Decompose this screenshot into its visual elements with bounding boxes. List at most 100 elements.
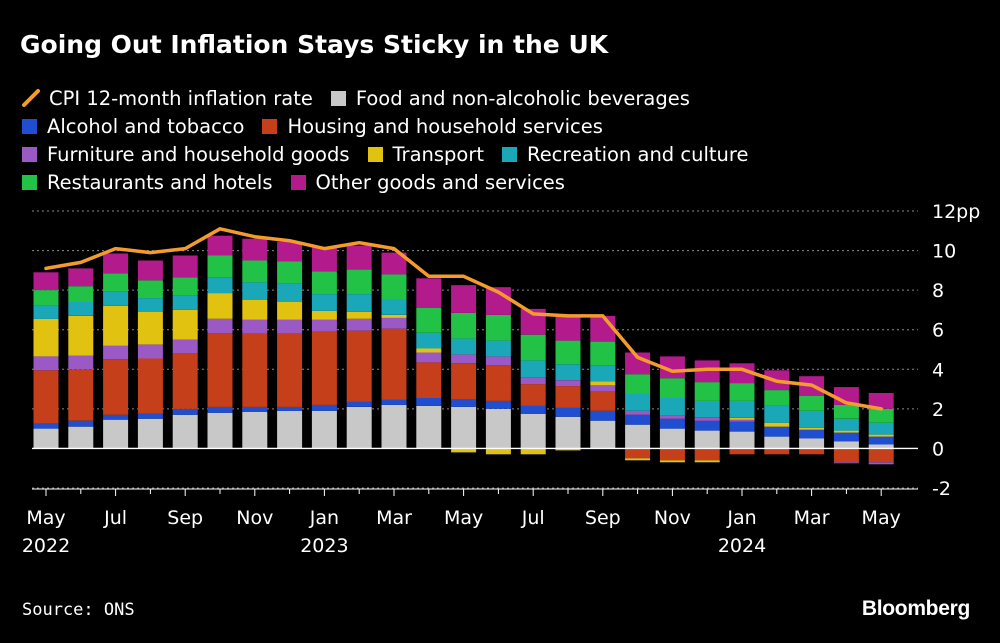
bar-segment	[590, 365, 616, 382]
bar-segment	[799, 427, 825, 430]
cpi-line	[44, 227, 883, 411]
bar-segment	[137, 344, 163, 359]
x-tick-label: May	[26, 507, 65, 529]
bar-segment	[172, 255, 198, 278]
bar-segment	[381, 299, 407, 315]
legend-item: Transport	[367, 143, 484, 166]
bar-segment	[451, 363, 477, 399]
legend-swatch-icon	[262, 118, 278, 134]
bar-segment	[242, 260, 268, 283]
bar-segment	[346, 330, 372, 402]
bar-segment	[764, 448, 790, 455]
bar-segment	[207, 318, 233, 334]
bar-segment	[659, 356, 685, 379]
y-tick-label: 8	[932, 280, 944, 302]
bar-segment	[381, 274, 407, 299]
bar-segment	[485, 314, 511, 341]
bar-segment	[520, 360, 546, 378]
bar-segment	[451, 338, 477, 355]
bar-segment	[137, 298, 163, 312]
bar-segment	[833, 404, 859, 419]
bar-segment	[277, 319, 303, 334]
bar-segment	[520, 413, 546, 449]
bar-segment	[555, 386, 581, 408]
bar-segment	[207, 333, 233, 407]
legend-item: Food and non-alcoholic beverages	[330, 87, 690, 110]
bar-segment	[590, 391, 616, 411]
bar-segment	[103, 414, 129, 420]
bar-segment	[277, 283, 303, 302]
legend-swatch-icon	[22, 118, 37, 134]
x-tick-label: Nov	[654, 507, 691, 529]
x-tick-label: Jul	[103, 507, 127, 529]
bar-segment	[68, 369, 94, 421]
bar-segment	[590, 315, 616, 342]
bar-segment	[625, 374, 651, 394]
bar-segment	[33, 428, 59, 449]
bar-segment	[451, 448, 477, 453]
bar-segment	[311, 294, 337, 311]
bar-segment	[799, 438, 825, 449]
legend-row: Restaurants and hotels Other goods and se…	[22, 168, 982, 196]
legend-row: Alcohol and tobacco Housing and household…	[22, 112, 982, 140]
bar-segment	[33, 272, 59, 291]
legend-swatch-icon	[22, 146, 37, 162]
bar-segment	[346, 245, 372, 270]
bar-segment	[694, 460, 720, 463]
bar-segment	[764, 426, 790, 437]
legend-item: CPI 12-month inflation rate	[22, 87, 313, 110]
legend-swatch-icon	[330, 90, 346, 106]
bar-segment	[694, 430, 720, 449]
bar-segment	[485, 448, 511, 455]
bar-segment	[416, 348, 442, 353]
bar-segment	[311, 247, 337, 272]
bar-segment	[103, 253, 129, 274]
bar-segment	[68, 420, 94, 427]
bar-segment	[172, 408, 198, 415]
bar-segment	[590, 341, 616, 366]
bar-segment	[485, 340, 511, 357]
bar-segment	[555, 364, 581, 381]
bar-segment	[555, 314, 581, 341]
bar-segment	[625, 448, 651, 459]
legend-item: Other goods and services	[290, 171, 565, 194]
bar-segment	[311, 410, 337, 449]
y-tick-label: 12pp	[932, 201, 980, 223]
bar-segment	[68, 426, 94, 449]
bar-segment	[833, 432, 859, 442]
bar-segment	[694, 360, 720, 383]
bar-segment	[103, 359, 129, 415]
bar-segment	[381, 314, 407, 318]
bar-segment	[729, 419, 755, 422]
legend-row: Furniture and household goods Transport Re…	[22, 140, 982, 168]
bar-segment	[764, 405, 790, 423]
bar-segment	[33, 290, 59, 306]
bar-segment	[625, 410, 651, 415]
legend-swatch-icon	[502, 146, 518, 162]
bar-segment	[555, 380, 581, 387]
bar-segment	[172, 353, 198, 409]
bar-segment	[416, 398, 442, 406]
bar-segment	[694, 382, 720, 401]
bar-segment	[346, 318, 372, 331]
bar-segment	[103, 306, 129, 346]
y-tick-label: -2	[932, 478, 951, 500]
bar-segment	[659, 378, 685, 398]
bar-segment	[729, 431, 755, 449]
bar-segment	[799, 396, 825, 411]
bar-segment	[868, 462, 894, 465]
legend-label: Furniture and household goods	[47, 142, 350, 166]
bar-segment	[416, 278, 442, 308]
bar-segment	[103, 273, 129, 292]
bar-segment	[833, 430, 859, 433]
bar-segment	[485, 408, 511, 449]
bar-segment	[416, 308, 442, 333]
bar-segment	[381, 400, 407, 405]
bar-segment	[590, 420, 616, 449]
bar-segment	[242, 406, 268, 412]
bar-segment	[242, 333, 268, 407]
bar-segment	[868, 422, 894, 435]
legend-line-icon	[22, 89, 40, 107]
bar-segment	[729, 448, 755, 455]
bar-segment	[833, 441, 859, 449]
